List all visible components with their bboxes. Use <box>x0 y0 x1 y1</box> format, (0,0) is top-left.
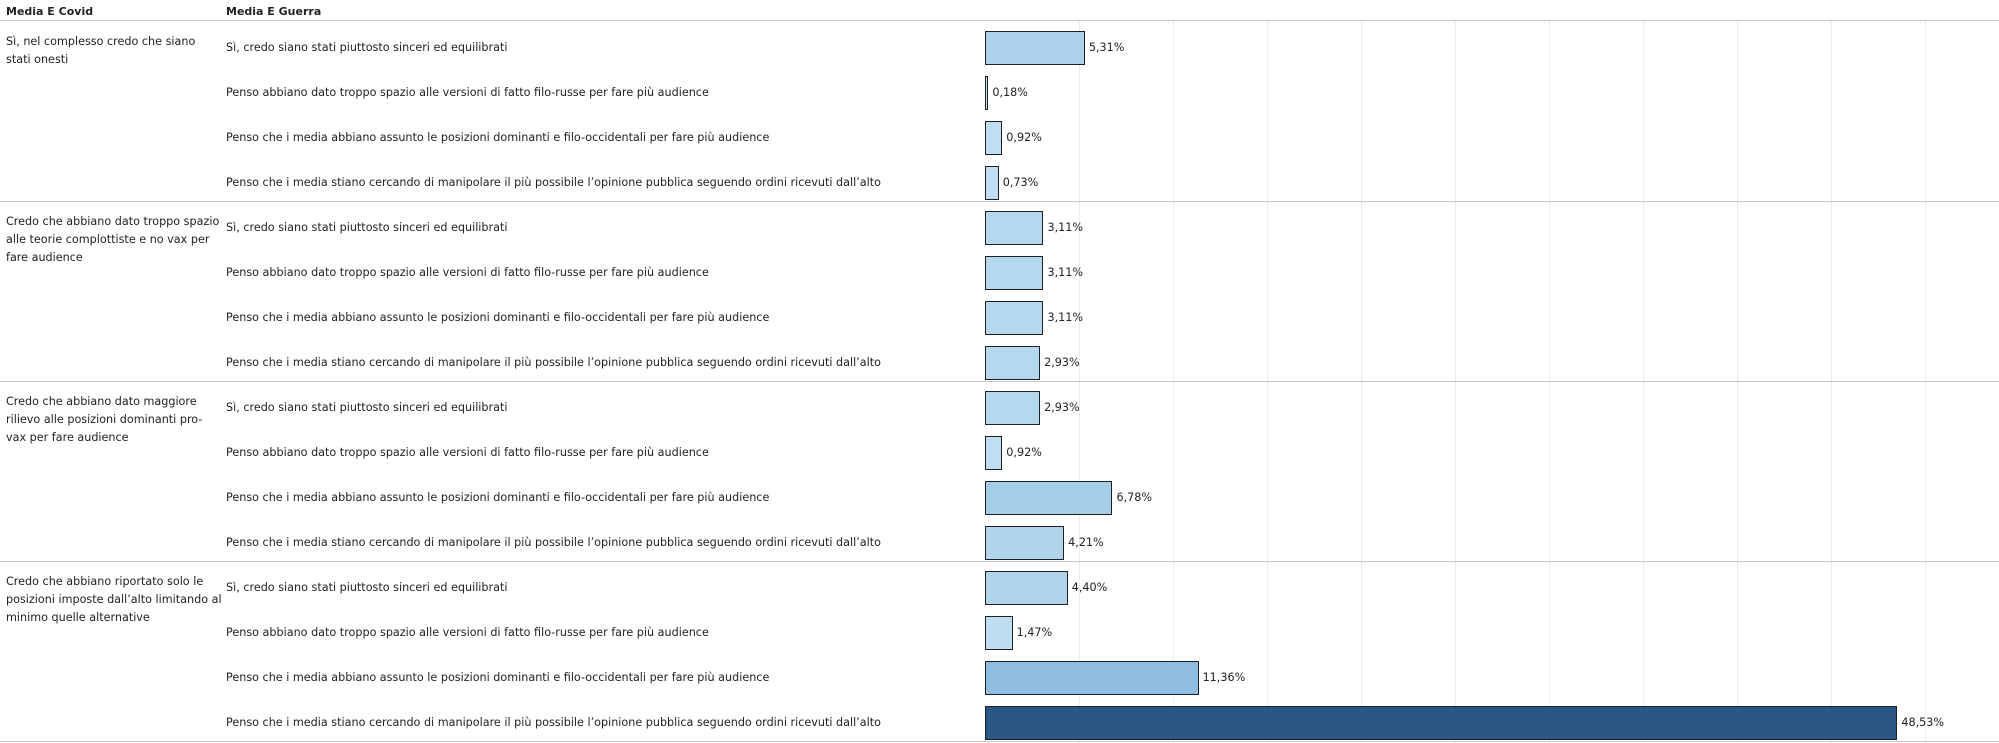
bar <box>985 660 1199 695</box>
gridline <box>1079 21 1080 743</box>
bar <box>985 480 1113 515</box>
bar <box>985 615 1013 650</box>
value-label: 0,73% <box>1002 175 1039 189</box>
bar <box>985 525 1065 560</box>
value-label: 2,93% <box>1044 400 1080 414</box>
row-label: Sì, credo siano stati piuttosto sinceri … <box>226 40 508 54</box>
bar <box>985 570 1068 605</box>
bar <box>985 300 1044 335</box>
bar <box>985 75 989 110</box>
bar <box>985 705 1898 740</box>
value-label: 11,36% <box>1202 670 1246 684</box>
gridline <box>1361 21 1362 743</box>
gridline <box>1267 21 1268 743</box>
bar <box>985 255 1044 290</box>
gridline <box>1831 21 1832 743</box>
row-label: Sì, credo siano stati piuttosto sinceri … <box>226 580 508 594</box>
group-divider <box>0 741 1999 742</box>
value-label: 0,92% <box>1006 445 1042 459</box>
row-label: Penso che i media stiano cercando di man… <box>226 535 881 549</box>
gridline <box>1643 21 1644 743</box>
value-label: 6,78% <box>1116 490 1152 504</box>
group-label: Credo che abbiano riportato solo le posi… <box>6 575 222 624</box>
value-label: 2,93% <box>1044 355 1080 369</box>
gridline <box>1549 21 1550 743</box>
value-label: 3,11% <box>1047 220 1083 234</box>
value-label: 4,40% <box>1071 580 1108 594</box>
value-label: 0,92% <box>1006 130 1042 144</box>
gridline <box>1737 21 1738 743</box>
row-label: Penso abbiano dato troppo spazio alle ve… <box>226 265 709 279</box>
value-label: 3,11% <box>1047 265 1083 279</box>
row-label: Penso che i media stiano cercando di man… <box>226 715 881 729</box>
row-label: Sì, credo siano stati piuttosto sinceri … <box>226 220 508 234</box>
group-divider <box>0 201 1999 202</box>
gridline <box>1455 21 1456 743</box>
bar <box>985 390 1041 425</box>
group-label: Credo che abbiano dato troppo spazio all… <box>6 215 220 264</box>
gridline <box>1925 21 1926 743</box>
gridline <box>1173 21 1174 743</box>
value-label: 48,53% <box>1901 715 1945 729</box>
group-divider <box>0 561 1999 562</box>
row-label: Penso che i media abbiano assunto le pos… <box>226 490 770 504</box>
bar <box>985 120 1003 155</box>
bar <box>985 210 1044 245</box>
bar <box>985 435 1003 470</box>
group-label: Sì, nel complesso credo che siano stati … <box>6 35 196 66</box>
row-label: Penso abbiano dato troppo spazio alle ve… <box>226 625 709 639</box>
row-label: Penso abbiano dato troppo spazio alle ve… <box>226 85 709 99</box>
row-label: Sì, credo siano stati piuttosto sinceri … <box>226 400 508 414</box>
bar <box>985 30 1085 65</box>
row-label: Penso che i media abbiano assunto le pos… <box>226 130 770 144</box>
value-label: 5,31% <box>1088 40 1125 54</box>
value-label: 0,18% <box>992 85 1028 99</box>
header-divider <box>0 20 1999 21</box>
row-label: Penso che i media stiano cercando di man… <box>226 355 881 369</box>
bar <box>985 345 1041 380</box>
row-label: Penso che i media stiano cercando di man… <box>226 175 881 189</box>
group-label: Credo che abbiano dato maggiore rilievo … <box>6 395 203 444</box>
header-media-guerra: Media E Guerra <box>226 5 322 18</box>
header-media-covid: Media E Covid <box>6 5 94 18</box>
value-label: 1,47% <box>1016 625 1053 639</box>
value-label: 4,21% <box>1068 535 1104 549</box>
row-label: Penso che i media abbiano assunto le pos… <box>226 670 770 684</box>
row-label: Penso abbiano dato troppo spazio alle ve… <box>226 445 709 459</box>
value-label: 3,11% <box>1047 310 1083 324</box>
group-divider <box>0 381 1999 382</box>
row-label: Penso che i media abbiano assunto le pos… <box>226 310 770 324</box>
bar <box>985 165 999 200</box>
